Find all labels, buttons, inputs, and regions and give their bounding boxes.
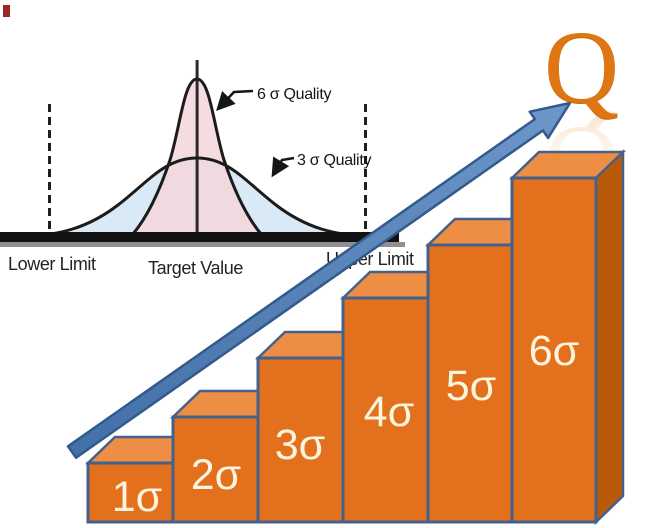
three-sigma-callout-arrow: [271, 156, 295, 178]
bell-curve-figure: 6 σ Quality 3 σ Quality Lower Limit Targ…: [0, 60, 414, 278]
three-sigma-curve-outline: [21, 156, 373, 239]
lower-limit-label: Lower Limit: [8, 254, 96, 274]
three-sigma-quality-label: 3 σ Quality: [297, 152, 371, 169]
baseline: [0, 232, 399, 242]
corner-red-mark: [3, 5, 10, 17]
bar-label-5-sigma: 5σ: [446, 362, 496, 410]
six-sigma-curve-outline: [131, 77, 263, 235]
bar-label-1-sigma: 1σ: [112, 473, 162, 521]
bar-label-4-sigma: 4σ: [364, 388, 414, 436]
bar-label-2-sigma: 2σ: [191, 451, 241, 499]
bar-label-6-sigma: 6σ: [529, 327, 579, 375]
six-sigma-callout-arrow: [216, 89, 254, 112]
six-sigma-quality-label: 6 σ Quality: [257, 86, 331, 103]
bar-label-3-sigma: 3σ: [275, 421, 325, 469]
baseline-shadow: [0, 242, 405, 247]
q-letter-reflection: Q: [544, 105, 620, 220]
bar-6-sigma: 6σ: [508, 149, 627, 525]
arrow-shape: [66, 101, 572, 459]
target-value-label: Target Value: [148, 258, 243, 278]
q-letter: Q: [544, 10, 620, 125]
target-center-line: [195, 60, 199, 241]
